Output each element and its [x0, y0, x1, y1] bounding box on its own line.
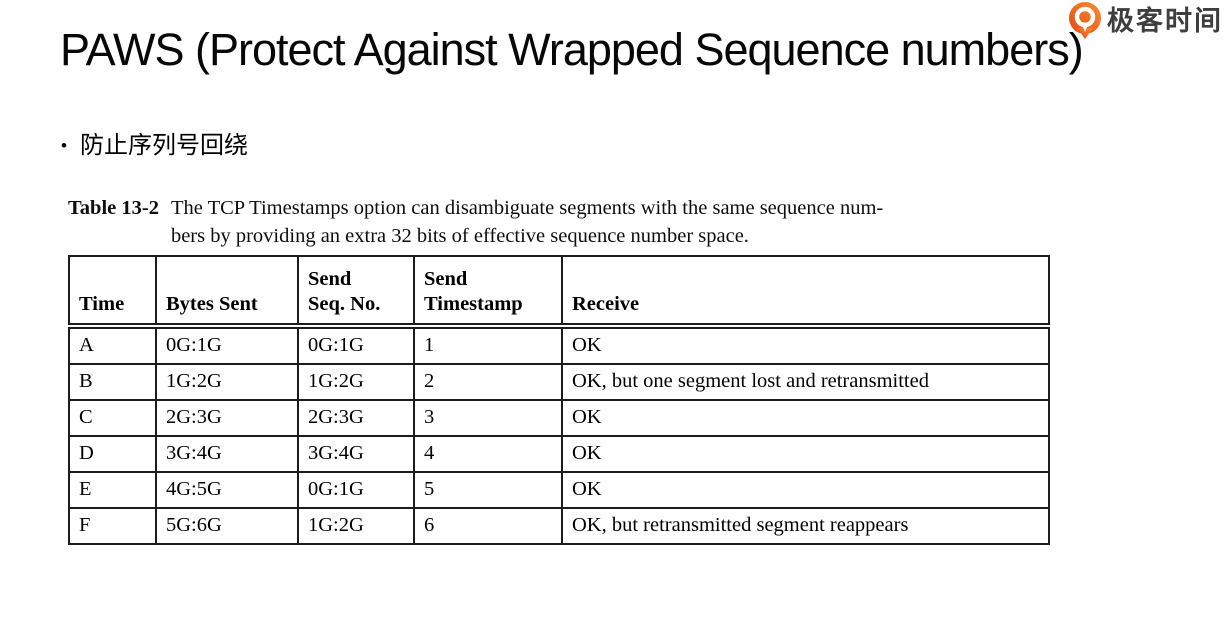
cell-send-seq-no: 1G:2G — [297, 363, 415, 401]
cell-receive: OK — [561, 435, 1050, 473]
cell-time: C — [68, 399, 157, 437]
col-header-bytes-sent: Bytes Sent — [155, 255, 299, 329]
table-row-e: E 4G:5G 0G:1G 5 OK — [68, 471, 1050, 509]
table-caption-label: Table 13-2 — [68, 197, 159, 219]
cell-time: F — [68, 507, 157, 545]
cell-time: E — [68, 471, 157, 509]
cell-send-seq-no: 0G:1G — [297, 471, 415, 509]
col-header-time: Time — [68, 255, 157, 329]
cell-send-timestamp: 1 — [413, 325, 563, 365]
bullet-text: 防止序列号回绕 — [79, 132, 248, 159]
cell-send-timestamp: 4 — [413, 435, 563, 473]
cell-bytes-sent: 1G:2G — [155, 363, 299, 401]
brand-logo: 极客时间 — [1068, 2, 1223, 39]
cell-receive: OK, but retransmitted segment reappears — [561, 507, 1050, 545]
col-header-receive: Receive — [561, 255, 1050, 329]
cell-send-seq-no: 1G:2G — [297, 507, 415, 545]
cell-send-seq-no: 0G:1G — [297, 325, 415, 365]
cell-bytes-sent: 2G:3G — [155, 399, 299, 437]
table-row-f: F 5G:6G 1G:2G 6 OK, but retransmitted se… — [68, 507, 1050, 545]
col-header-send-timestamp: Send Timestamp — [413, 255, 563, 329]
cell-send-timestamp: 2 — [413, 363, 563, 401]
cell-bytes-sent: 3G:4G — [155, 435, 299, 473]
cell-time: D — [68, 435, 157, 473]
tcp-timestamps-table: Time Bytes Sent Send Seq. No. Send Times… — [68, 255, 1050, 545]
cell-send-timestamp: 6 — [413, 507, 563, 545]
table-caption-line-2: bers by providing an extra 32 bits of ef… — [170, 225, 749, 247]
cell-bytes-sent: 0G:1G — [155, 325, 299, 365]
bullet-item: • 防止序列号回绕 — [61, 130, 248, 162]
table-caption-line-1: The TCP Timestamps option can disambigua… — [170, 197, 884, 219]
cell-receive: OK, but one segment lost and retransmitt… — [561, 363, 1050, 401]
cell-send-seq-no: 3G:4G — [297, 435, 415, 473]
cell-receive: OK — [561, 471, 1050, 509]
table-caption: Table 13-2 The TCP Timestamps option can… — [68, 194, 883, 250]
table-row-d: D 3G:4G 3G:4G 4 OK — [68, 435, 1050, 473]
page-title: PAWS (Protect Against Wrapped Sequence n… — [60, 24, 1084, 75]
table-header-row: Time Bytes Sent Send Seq. No. Send Times… — [68, 255, 1050, 329]
cell-bytes-sent: 5G:6G — [155, 507, 299, 545]
table-row-b: B 1G:2G 1G:2G 2 OK, but one segment lost… — [68, 363, 1050, 401]
cell-time: B — [68, 363, 157, 401]
cell-receive: OK — [561, 325, 1050, 365]
cell-receive: OK — [561, 399, 1050, 437]
col-header-send-seq-no: Send Seq. No. — [297, 255, 415, 329]
cell-bytes-sent: 4G:5G — [155, 471, 299, 509]
table-row-a: A 0G:1G 0G:1G 1 OK — [68, 325, 1050, 365]
bullet-marker-icon: • — [61, 136, 67, 155]
table-row-c: C 2G:3G 2G:3G 3 OK — [68, 399, 1050, 437]
brand-name: 极客时间 — [1107, 5, 1223, 36]
cell-time: A — [68, 325, 157, 365]
table-caption-text: The TCP Timestamps option can disambigua… — [171, 194, 883, 250]
geektime-logo-icon — [1069, 2, 1101, 39]
cell-send-timestamp: 3 — [413, 399, 563, 437]
cell-send-seq-no: 2G:3G — [297, 399, 415, 437]
cell-send-timestamp: 5 — [413, 471, 563, 509]
